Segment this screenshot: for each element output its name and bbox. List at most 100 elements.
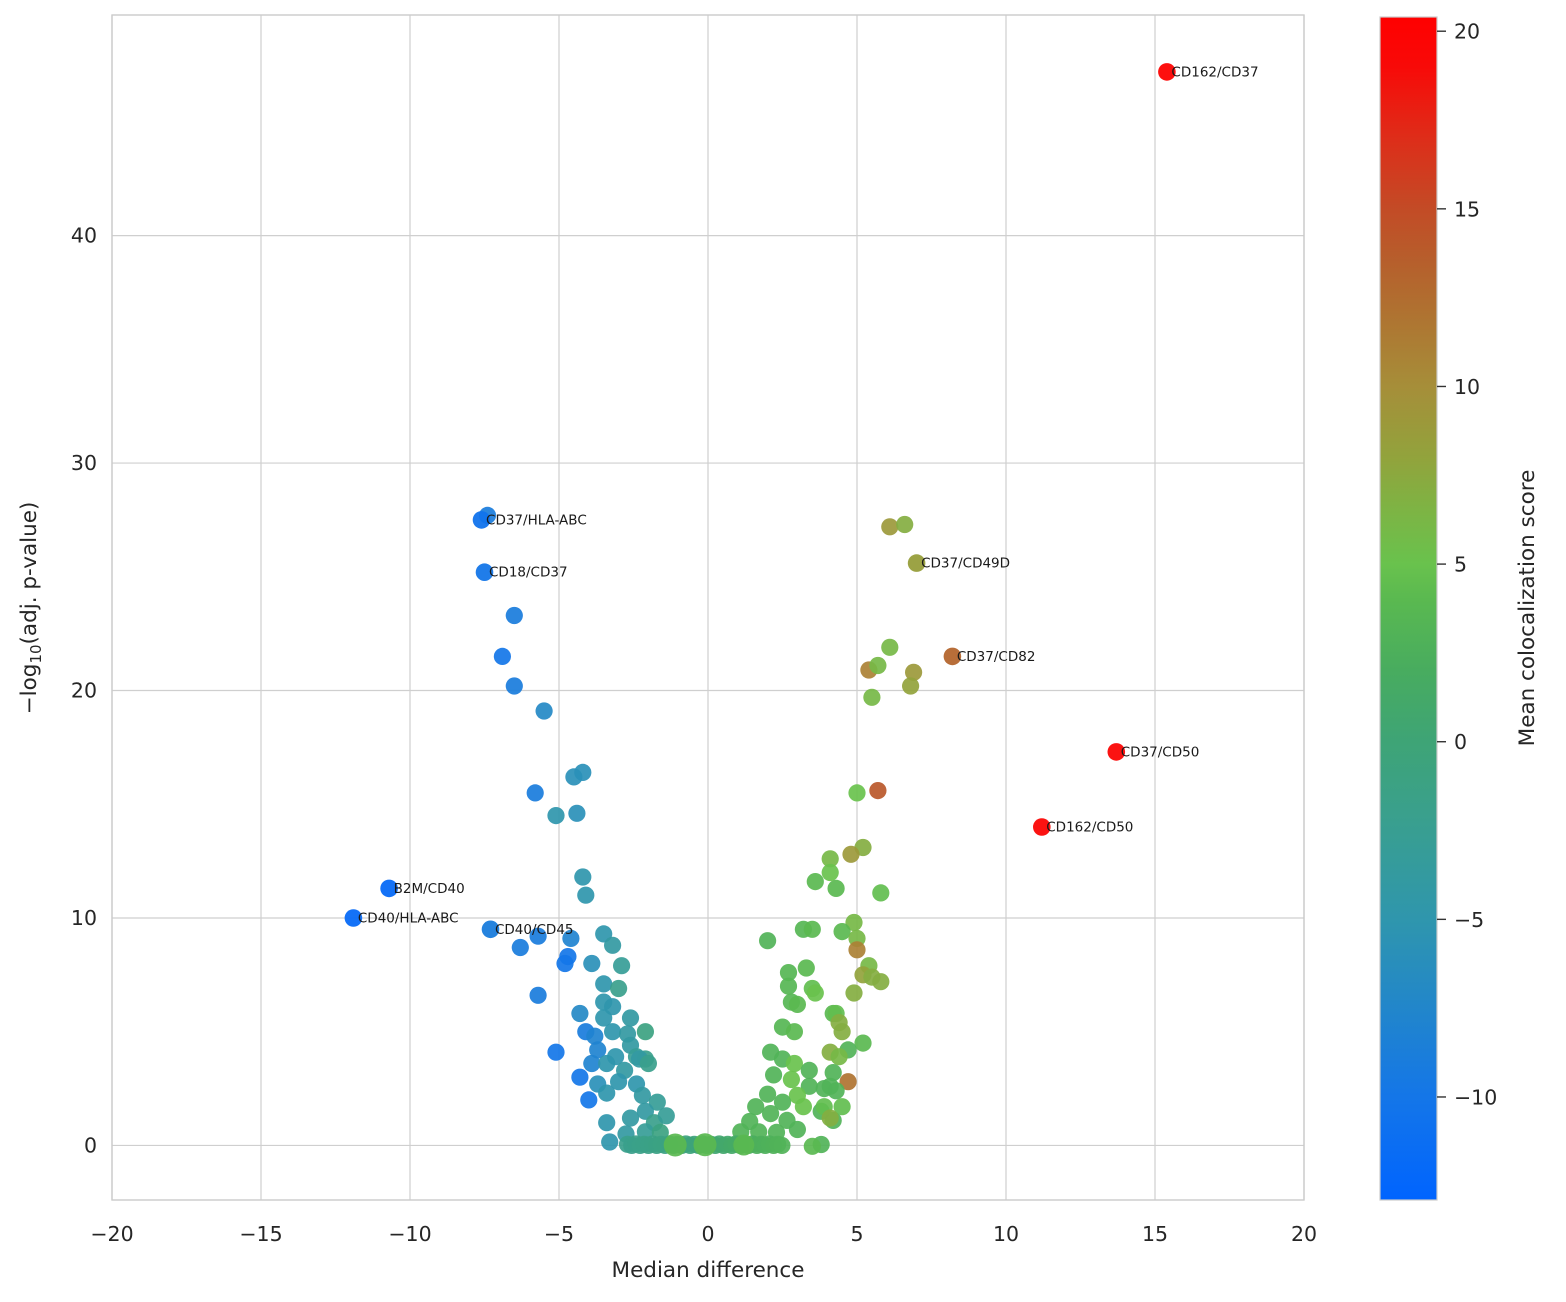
labeled-data-point	[1033, 818, 1051, 836]
point-annotation: CD37/CD82	[957, 649, 1036, 665]
colorbar-tick-label: 5	[1454, 553, 1467, 577]
labeled-data-point	[1107, 743, 1126, 761]
y-axis-title-prefix: −log	[17, 664, 42, 715]
point-annotation: CD162/CD50	[1046, 819, 1133, 835]
data-point	[759, 1085, 777, 1103]
data-point	[693, 1133, 717, 1157]
x-tick-label: −10	[388, 1222, 431, 1246]
data-point	[803, 1137, 821, 1155]
data-point	[598, 1054, 616, 1073]
data-point	[902, 677, 920, 695]
colorbar-gradient	[1379, 16, 1438, 1201]
data-point	[574, 763, 592, 782]
data-point	[636, 1023, 655, 1041]
data-point	[765, 1066, 783, 1084]
y-axis-title: −log10(adj. p-value)	[17, 502, 45, 715]
data-point	[779, 964, 798, 982]
labeled-data-point	[472, 511, 491, 529]
data-point	[621, 1109, 640, 1127]
data-point	[639, 1054, 658, 1073]
axis-ticks: −20 −15 −10 −5 0 5 10 15 20 0 10 20 30 40	[71, 224, 1317, 1246]
data-point	[773, 1136, 791, 1154]
data-point	[663, 1133, 687, 1157]
data-point	[797, 959, 815, 977]
data-point	[604, 936, 622, 954]
data-point	[571, 1004, 589, 1023]
colorbar-title: Mean colocalization score	[1515, 470, 1540, 747]
data-point	[511, 938, 529, 957]
data-point	[842, 845, 860, 863]
y-tick-label: 30	[71, 451, 97, 475]
labeled-data-point	[943, 647, 962, 666]
data-point	[848, 784, 866, 802]
data-point	[854, 1034, 872, 1052]
data-point	[839, 1073, 857, 1091]
data-point	[556, 954, 574, 973]
data-point	[833, 1098, 851, 1116]
x-axis-title: Median difference	[612, 1258, 805, 1283]
data-point	[598, 1084, 616, 1102]
x-tick-label: 20	[1291, 1222, 1317, 1246]
data-point	[547, 1043, 565, 1061]
data-point	[580, 1091, 598, 1109]
data-point	[657, 1107, 675, 1125]
point-labels: CD162/CD37 CD37/HLA-ABC CD18/CD37 CD37/CD49…	[358, 64, 1259, 937]
point-annotation: CD162/CD37	[1171, 64, 1258, 80]
data-point	[571, 1068, 589, 1086]
data-point	[595, 1009, 613, 1027]
data-point	[845, 984, 863, 1002]
plot-border	[111, 14, 1305, 1201]
data-point	[872, 884, 890, 902]
data-point	[574, 868, 592, 886]
data-point	[586, 1027, 604, 1045]
point-annotation: CD18/CD37	[489, 565, 568, 581]
data-point	[800, 1077, 818, 1095]
data-point	[821, 1109, 839, 1127]
data-point	[827, 1082, 845, 1100]
point-annotation: CD40/CD45	[495, 922, 574, 938]
data-point	[803, 920, 821, 938]
data-point	[601, 1133, 619, 1151]
data-point	[869, 656, 887, 675]
x-tick-label: −15	[239, 1222, 282, 1246]
data-point	[529, 986, 547, 1004]
point-annotation: CD37/CD50	[1121, 744, 1200, 760]
colorbar-tick-label: 0	[1454, 730, 1467, 754]
labeled-data-point	[907, 554, 926, 572]
data-point	[845, 913, 863, 932]
y-axis-title-suffix: (adj. p-value)	[17, 502, 42, 645]
data-point	[505, 606, 523, 625]
point-annotation: CD40/HLA-ABC	[358, 910, 459, 926]
data-point	[526, 784, 544, 802]
data-point	[583, 1054, 601, 1073]
colorbar-tick-label: −10	[1454, 1085, 1497, 1109]
data-point	[896, 515, 914, 534]
data-point	[821, 863, 839, 882]
x-tick-label: 15	[1142, 1222, 1168, 1246]
data-point	[872, 973, 890, 991]
data-point	[833, 923, 851, 941]
data-point	[881, 518, 899, 536]
data-point	[613, 957, 631, 975]
data-point	[547, 807, 565, 825]
data-point	[762, 1105, 780, 1123]
data-point	[610, 979, 628, 998]
data-point	[505, 677, 523, 695]
data-point	[800, 1061, 818, 1079]
data-point	[905, 663, 923, 681]
data-point	[788, 1120, 807, 1139]
labeled-data-point	[475, 563, 494, 581]
y-tick-label: 20	[71, 679, 97, 703]
point-annotation: B2M/CD40	[394, 881, 465, 897]
data-point	[779, 977, 798, 995]
point-annotation: CD37/HLA-ABC	[486, 512, 587, 528]
colorbar-tick-label: 15	[1454, 197, 1480, 221]
data-point	[773, 1093, 792, 1111]
data-point	[621, 1009, 640, 1027]
data-point	[583, 954, 601, 973]
data-point	[785, 1054, 804, 1073]
data-point	[733, 1134, 755, 1156]
data-point	[848, 941, 866, 959]
data-point	[648, 1093, 666, 1111]
